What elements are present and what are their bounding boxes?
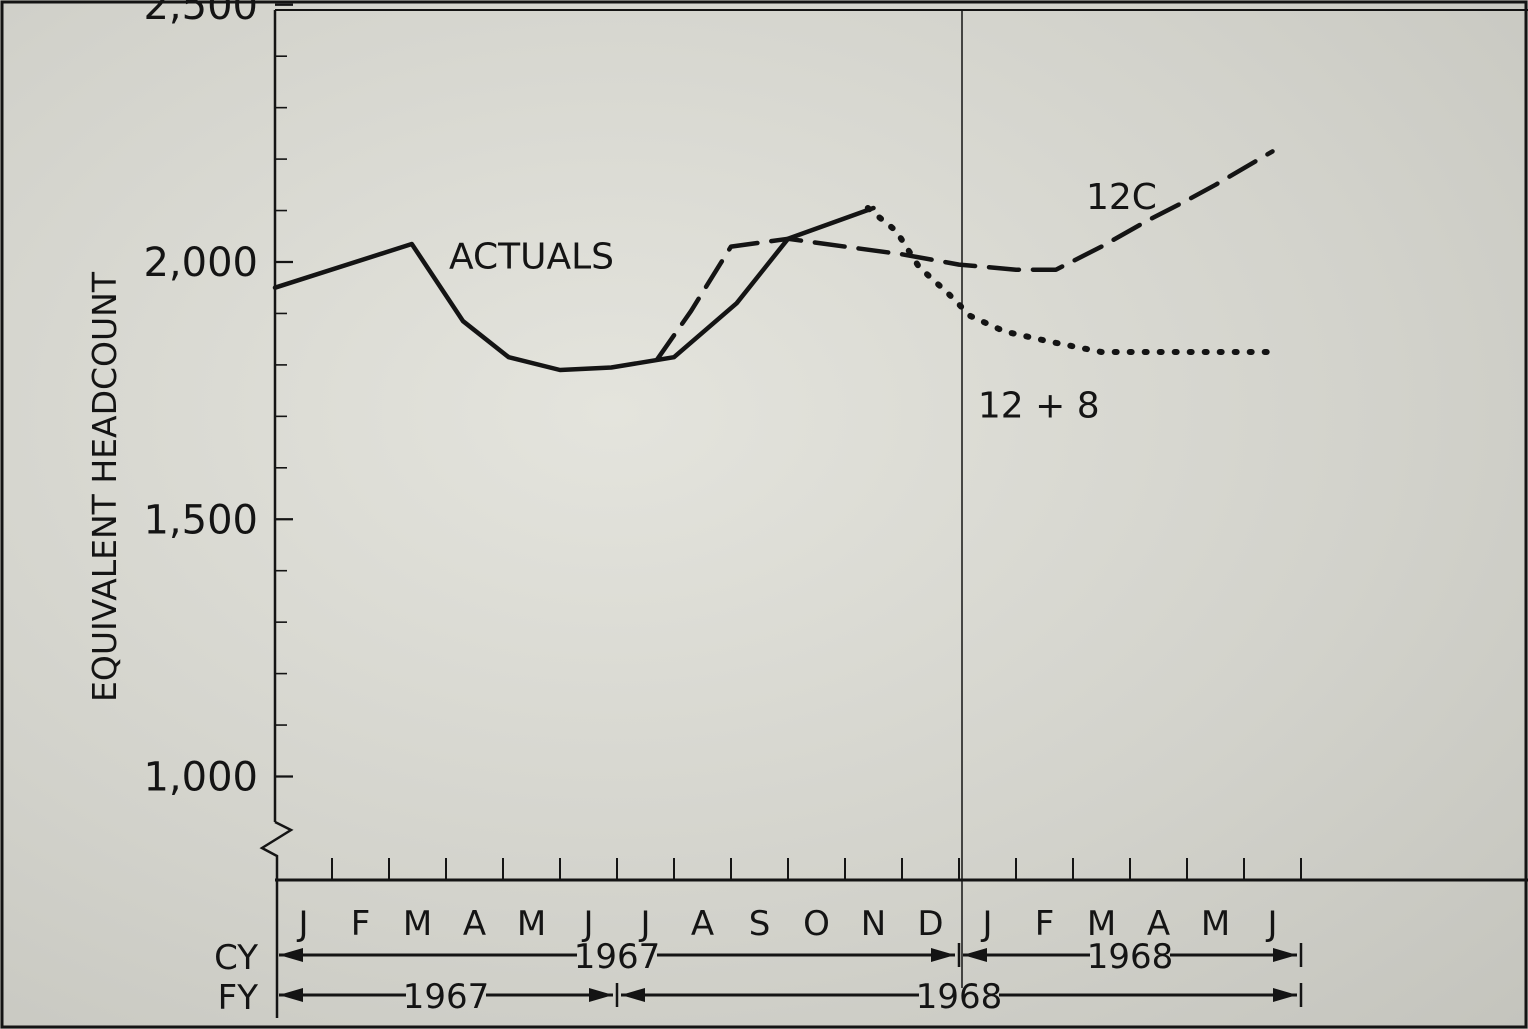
x-month-label: M — [403, 904, 432, 944]
x-month-label: J — [638, 904, 650, 944]
series-line-solid — [272, 205, 876, 373]
fy-arrow-head-left — [621, 988, 645, 1002]
y-axis: 1,000 1,500 2,000 2,500 EQUIVALENT HEADCOUNT — [85, 0, 293, 801]
x-month-label: M — [1087, 904, 1116, 944]
cy-arrow-head-right — [1273, 948, 1297, 962]
cy-period-label: 1967 — [574, 937, 661, 977]
plot-area — [272, 149, 1276, 373]
annotations: ACTUALS 12C 12 + 8 — [449, 177, 1157, 426]
x-month-label: M — [517, 904, 546, 944]
x-month-label: A — [691, 904, 714, 944]
y-axis-label: EQUIVALENT HEADCOUNT — [85, 271, 124, 702]
series-annotation: 12 + 8 — [978, 385, 1100, 426]
x-month-label: J — [296, 904, 308, 944]
cy-period-label: 1968 — [1087, 937, 1174, 977]
series-annotation: ACTUALS — [449, 236, 614, 277]
x-month-label: J — [581, 904, 593, 944]
x-month-label: D — [917, 904, 943, 944]
x-month-label: S — [749, 904, 771, 944]
x-month-label: J — [1265, 904, 1277, 944]
x-month-label: F — [351, 904, 371, 944]
series-line-dotted — [864, 205, 1276, 355]
x-month-label: J — [980, 904, 992, 944]
y-tick-label: 2,500 — [143, 0, 258, 29]
y-tick-label: 1,500 — [143, 497, 258, 543]
cy-row-label: CY — [214, 938, 258, 978]
cy-arrow-head-left — [279, 948, 303, 962]
x-month-label: F — [1035, 904, 1055, 944]
y-tick-label: 1,000 — [143, 755, 258, 801]
series-line-dashed — [654, 149, 1275, 363]
series-annotation: 12C — [1086, 177, 1157, 218]
cy-arrow-head-right — [931, 948, 955, 962]
x-month-label: N — [861, 904, 886, 944]
y-tick-label: 2,000 — [143, 240, 258, 286]
fy-row-label: FY — [218, 978, 259, 1018]
fy-arrow-head-left — [279, 988, 303, 1002]
x-month-label: A — [463, 904, 486, 944]
fy-period-label: 1967 — [403, 977, 490, 1017]
x-month-label: O — [803, 904, 830, 944]
fy-arrow-head-right — [1273, 988, 1297, 1002]
fy-period-label: 1968 — [916, 977, 1003, 1017]
y-axis-break — [259, 820, 294, 1018]
year-period-rows: CY 1967 1968 FY 1967 1968 — [214, 937, 1303, 1018]
x-month-label: A — [1147, 904, 1170, 944]
x-month-label: M — [1201, 904, 1230, 944]
cy-arrow-head-left — [963, 948, 987, 962]
fy-arrow-head-right — [589, 988, 613, 1002]
